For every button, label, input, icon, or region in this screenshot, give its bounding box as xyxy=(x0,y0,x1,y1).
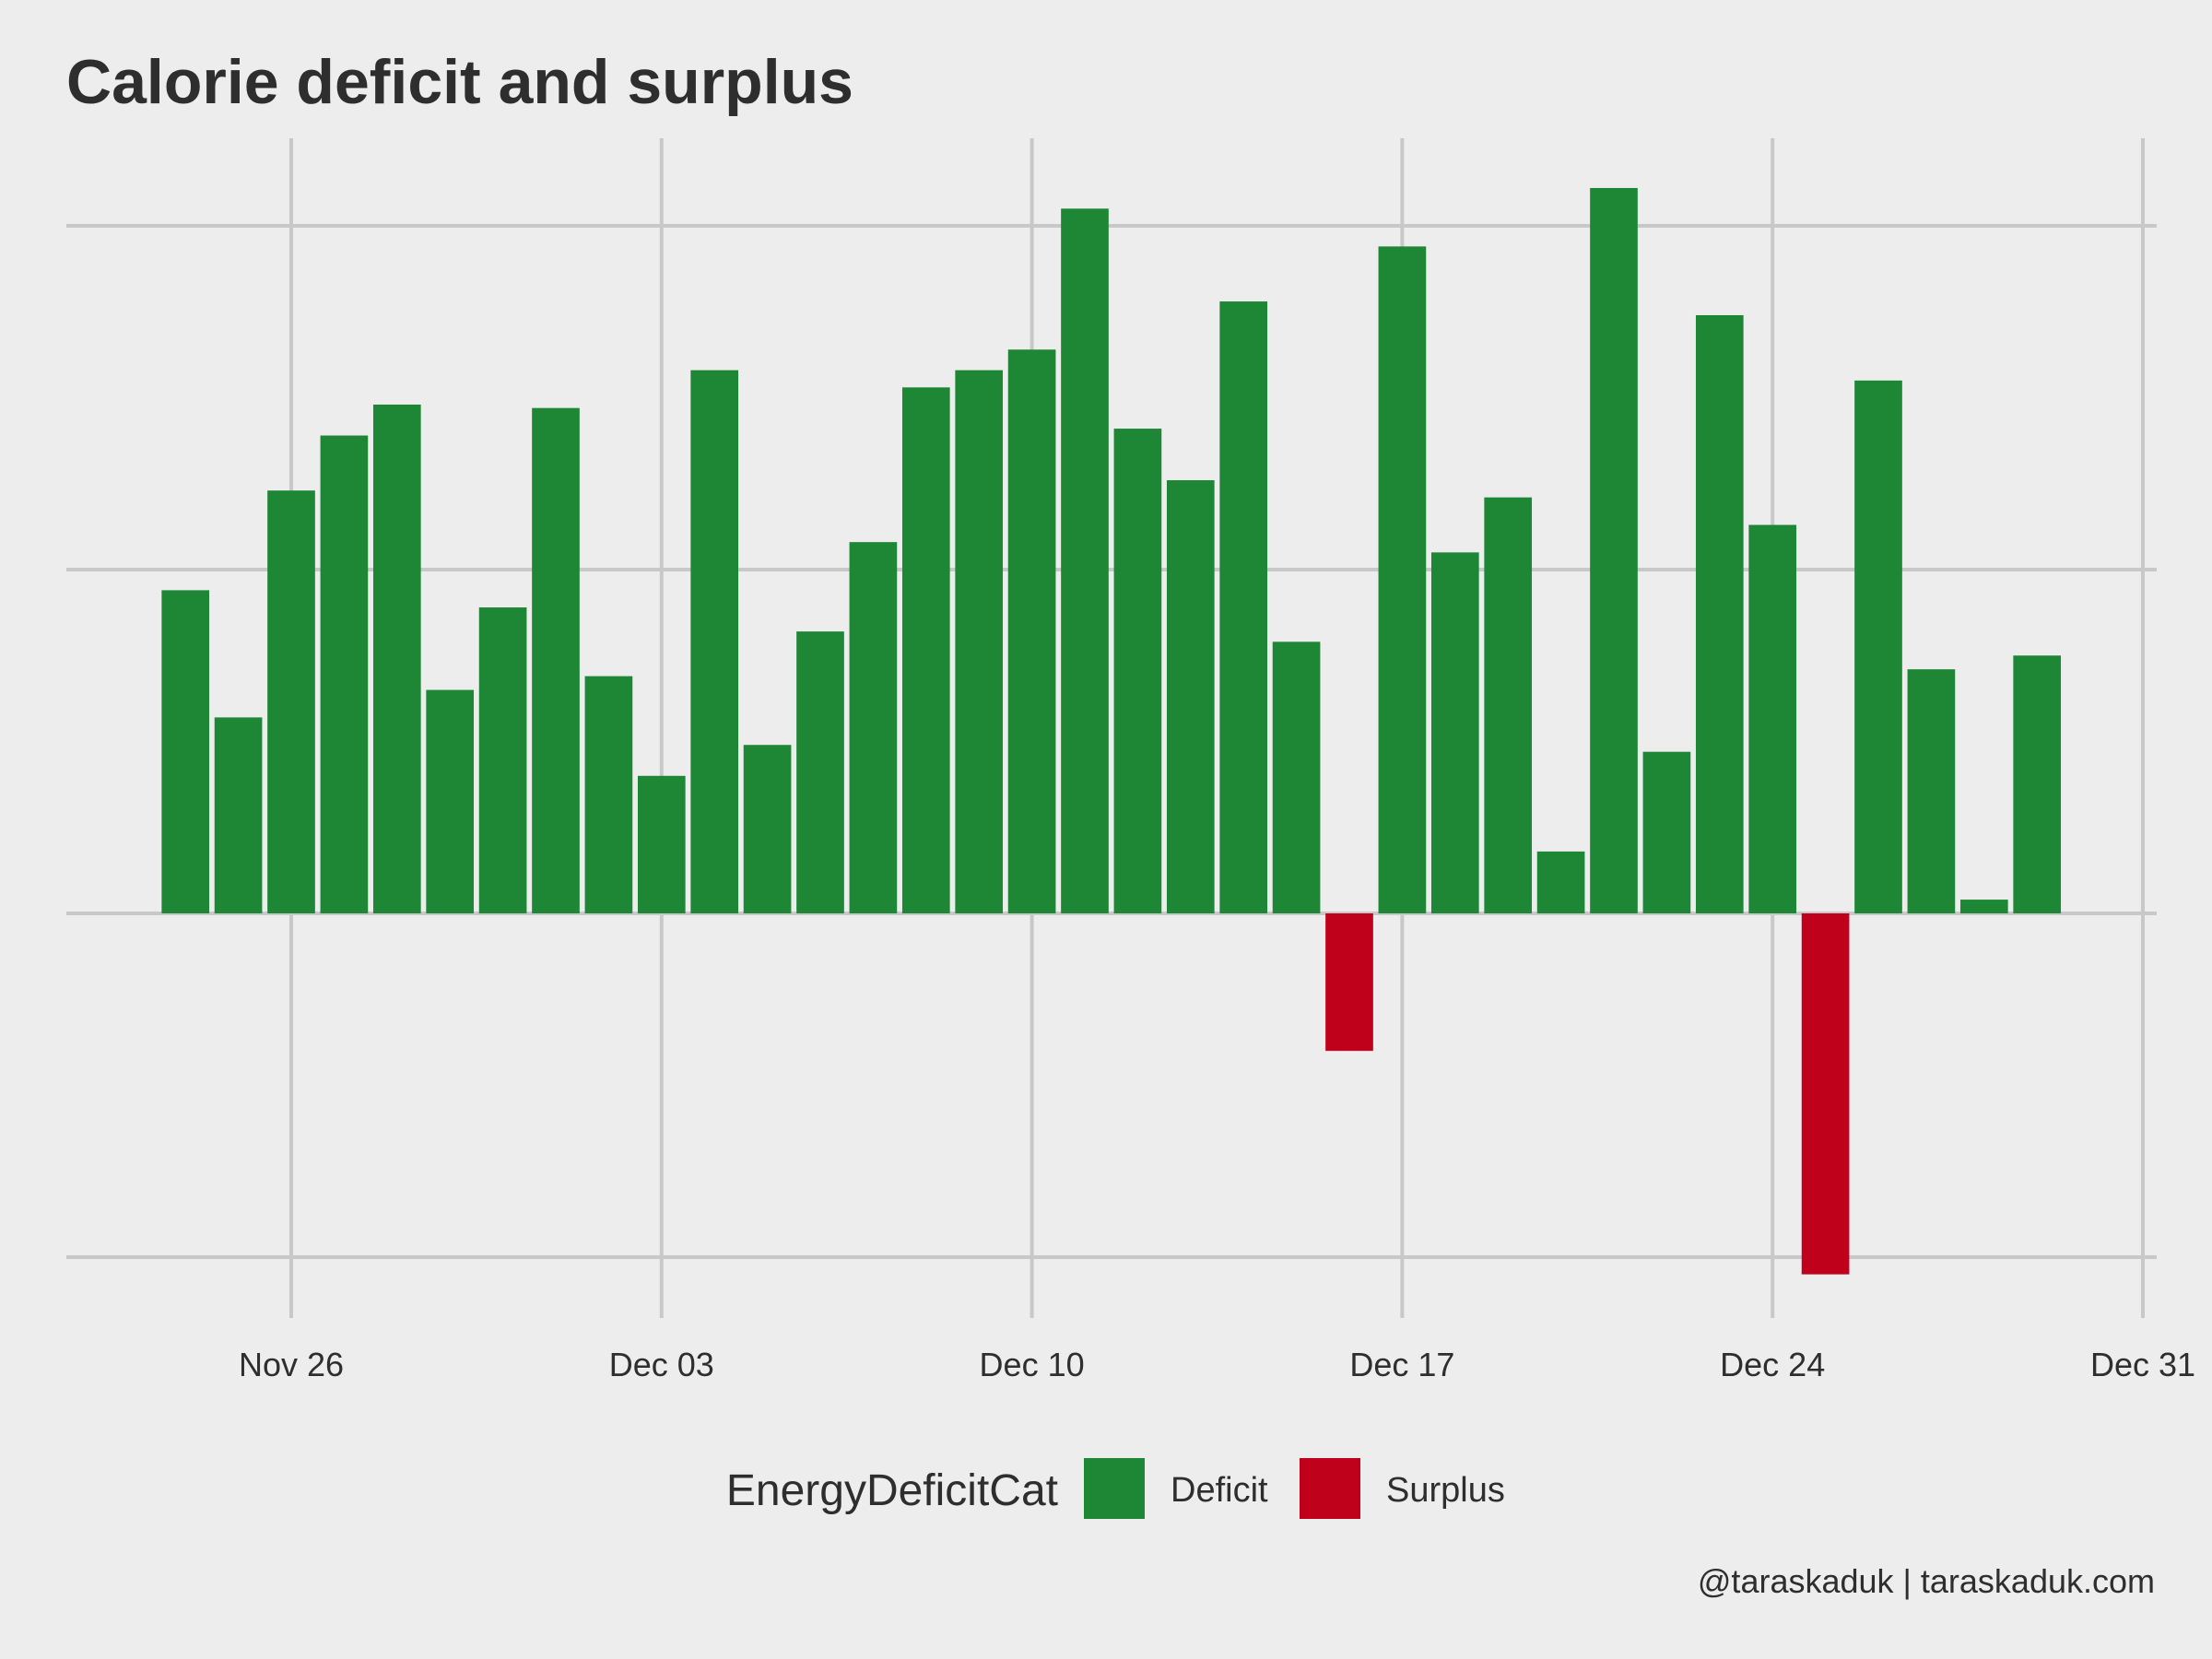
x-tick-label: Dec 31 xyxy=(2090,1346,2195,1383)
deficit-bar xyxy=(1378,246,1427,913)
deficit-bar xyxy=(1695,314,1744,914)
deficit-bar xyxy=(1536,851,1585,913)
legend-label-surplus: Surplus xyxy=(1386,1471,1505,1510)
legend-swatch-surplus xyxy=(1300,1458,1360,1519)
x-tick-label: Dec 24 xyxy=(1720,1346,1825,1383)
deficit-bar xyxy=(584,676,633,913)
deficit-bar xyxy=(637,775,686,913)
deficit-bar xyxy=(1219,301,1268,913)
x-tick-label: Dec 17 xyxy=(1349,1346,1454,1383)
deficit-bar xyxy=(1959,900,2008,913)
deficit-bar xyxy=(1272,641,1321,913)
deficit-bar xyxy=(1007,349,1056,913)
deficit-bar xyxy=(320,435,369,913)
deficit-bar xyxy=(267,490,315,913)
caption: @taraskaduk | taraskaduk.com xyxy=(1698,1562,2155,1600)
x-tick-label: Dec 03 xyxy=(609,1346,714,1383)
x-axis-tick-labels: Nov 26 Dec 03 Dec 10 Dec 17 Dec 24 Dec 31 xyxy=(239,1346,2195,1383)
chart-title: Calorie deficit and surplus xyxy=(66,47,853,117)
deficit-bar xyxy=(690,370,739,913)
deficit-bar xyxy=(1061,208,1109,914)
deficit-bar xyxy=(1748,524,1797,913)
surplus-bar xyxy=(1325,913,1373,1052)
deficit-bar xyxy=(2013,655,2062,913)
deficit-bar xyxy=(1907,669,1956,913)
bars xyxy=(161,187,2062,1275)
deficit-bar xyxy=(743,745,792,913)
deficit-bar xyxy=(1642,751,1691,913)
legend-swatch-deficit xyxy=(1084,1458,1145,1519)
deficit-bar xyxy=(796,631,844,913)
deficit-bar xyxy=(1484,497,1533,913)
deficit-bar xyxy=(1590,187,1638,914)
deficit-bar xyxy=(426,689,475,913)
surplus-bar xyxy=(1801,913,1850,1275)
legend-title: EnergyDeficitCat xyxy=(726,1466,1058,1515)
deficit-bar xyxy=(1113,429,1162,913)
x-tick-label: Dec 10 xyxy=(980,1346,1085,1383)
deficit-bar xyxy=(849,542,898,913)
legend: EnergyDeficitCat Deficit Surplus xyxy=(726,1458,1505,1519)
deficit-bar xyxy=(1854,380,1902,914)
deficit-bar xyxy=(161,590,210,913)
deficit-bar xyxy=(901,387,950,913)
deficit-bar xyxy=(955,370,1004,913)
deficit-bar xyxy=(478,607,527,913)
deficit-bar xyxy=(1430,552,1479,913)
x-tick-label: Nov 26 xyxy=(239,1346,344,1383)
deficit-bar xyxy=(372,404,421,914)
deficit-bar xyxy=(1166,480,1215,913)
deficit-bar xyxy=(532,407,580,913)
deficit-bar xyxy=(214,717,263,913)
legend-label-deficit: Deficit xyxy=(1171,1471,1268,1510)
